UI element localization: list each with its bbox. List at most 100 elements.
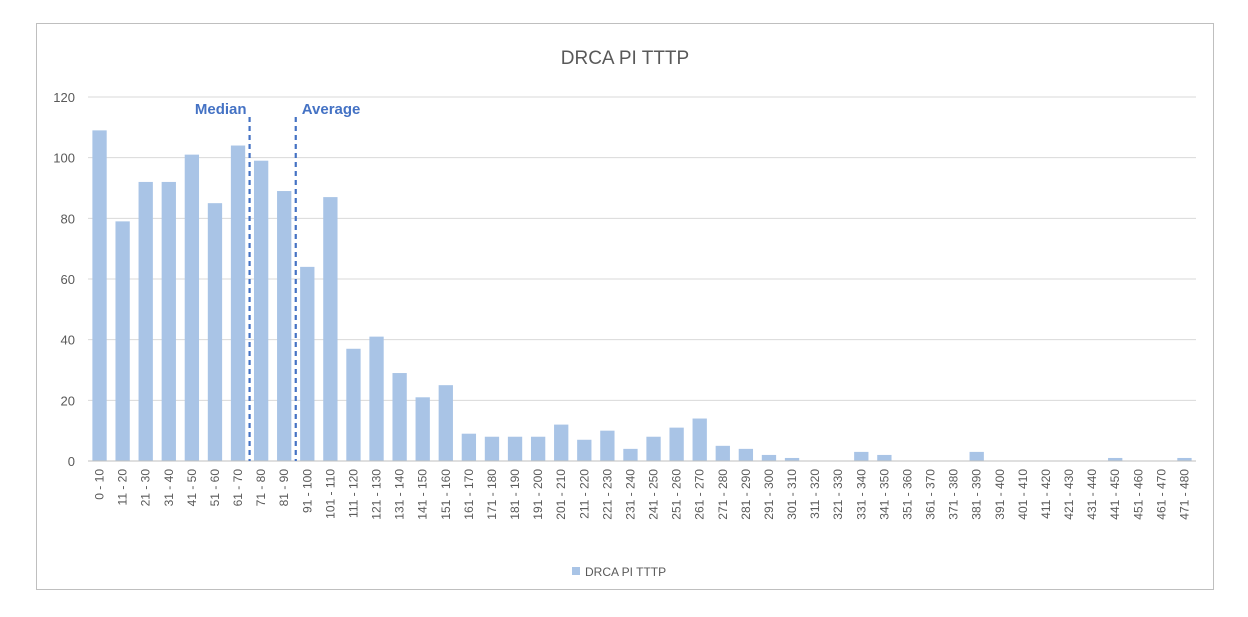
x-tick-label: 361 - 370 — [924, 469, 938, 520]
bar-381-390 — [969, 451, 984, 461]
x-tick-label: 61 - 70 — [231, 469, 245, 507]
bar-291-300 — [761, 454, 777, 461]
x-tick-label: 171 - 180 — [485, 469, 499, 520]
bar-151-160 — [438, 385, 453, 461]
x-tick-label: 231 - 240 — [623, 469, 637, 520]
x-tick-label: 461 - 470 — [1154, 469, 1168, 520]
bar-221-230 — [600, 430, 615, 461]
x-tick-label: 11 - 20 — [116, 469, 130, 506]
x-tick-label: 401 - 410 — [1016, 469, 1030, 520]
x-tick-label: 471 - 480 — [1177, 469, 1191, 520]
bar-131-140 — [392, 373, 407, 461]
x-tick-label: 421 - 430 — [1062, 469, 1076, 520]
bar-281-290 — [738, 448, 754, 461]
x-axis-ticks: 0 - 10 11 - 20 21 - 30 31 - 40 41 - 50 51 - 6… — [93, 469, 1192, 520]
bar-301-310 — [784, 457, 800, 461]
x-tick-label: 391 - 400 — [993, 469, 1007, 520]
x-tick-label: 411 - 420 — [1039, 469, 1053, 519]
bar-231-240 — [623, 448, 638, 461]
bar-71-80 — [253, 160, 269, 461]
x-tick-label: 0 - 10 — [93, 469, 107, 500]
bar-181-190 — [507, 436, 523, 461]
x-tick-label: 281 - 290 — [739, 469, 753, 520]
x-tick-label: 51 - 60 — [208, 469, 222, 507]
bar-81-90 — [277, 191, 292, 462]
median-label: Median — [195, 101, 247, 118]
bar-41-50 — [184, 154, 200, 461]
bar-261-270 — [692, 418, 707, 461]
chart-title: DRCA PI TTTP — [561, 48, 689, 69]
x-tick-label: 261 - 270 — [693, 469, 707, 520]
bar-161-170 — [461, 433, 477, 461]
y-tick-label: 80 — [61, 211, 75, 226]
bar-141-150 — [415, 397, 430, 461]
bar-471-480 — [1177, 457, 1192, 461]
x-tick-label: 31 - 40 — [162, 469, 176, 507]
bar-331-340 — [854, 451, 869, 461]
x-tick-label: 91 - 100 — [300, 469, 314, 513]
bar-441-450 — [1108, 457, 1123, 461]
bar-91-100 — [300, 266, 315, 461]
bar-0-10 — [92, 130, 107, 461]
legend-swatch — [572, 567, 580, 575]
x-tick-label: 271 - 280 — [716, 469, 730, 520]
bar-201-210 — [554, 424, 569, 461]
bar-241-250 — [646, 436, 661, 461]
x-tick-label: 221 - 230 — [600, 469, 614, 520]
x-tick-label: 201 - 210 — [554, 469, 568, 520]
annotations: Median Average — [195, 101, 360, 461]
x-tick-label: 241 - 250 — [647, 469, 661, 520]
y-tick-label: 120 — [53, 90, 75, 105]
x-tick-label: 41 - 50 — [185, 469, 199, 507]
legend: DRCA PI TTTP — [572, 565, 666, 579]
x-tick-label: 71 - 80 — [254, 469, 268, 507]
x-tick-label: 301 - 310 — [785, 469, 799, 520]
bar-51-60 — [207, 203, 223, 461]
x-tick-label: 101 - 110 — [323, 469, 337, 519]
x-tick-label: 141 - 150 — [416, 469, 430, 520]
x-tick-label: 161 - 170 — [462, 469, 476, 520]
bar-251-260 — [669, 427, 684, 461]
x-tick-label: 131 - 140 — [393, 469, 407, 520]
bars — [92, 130, 1192, 462]
y-tick-label: 0 — [68, 454, 75, 469]
bar-121-130 — [369, 336, 384, 461]
x-tick-label: 251 - 260 — [670, 469, 684, 520]
bar-271-280 — [715, 445, 730, 461]
y-tick-label: 20 — [61, 393, 75, 408]
bar-171-180 — [484, 436, 500, 461]
x-tick-label: 111 - 120 — [346, 469, 360, 518]
x-tick-label: 371 - 380 — [947, 469, 961, 520]
x-tick-label: 451 - 460 — [1131, 469, 1145, 520]
y-axis-ticks: 0 20 40 60 80 100 120 — [53, 90, 75, 469]
y-tick-label: 100 — [53, 151, 75, 166]
bar-61-70 — [230, 145, 246, 462]
x-tick-label: 341 - 350 — [877, 469, 891, 520]
x-tick-label: 151 - 160 — [439, 469, 453, 520]
gridlines — [88, 96, 1196, 401]
x-tick-label: 311 - 320 — [808, 469, 822, 519]
bar-101-110 — [323, 197, 338, 461]
x-tick-label: 331 - 340 — [854, 469, 868, 520]
x-tick-label: 381 - 390 — [970, 469, 984, 520]
bar-191-200 — [530, 436, 546, 461]
bar-111-120 — [346, 348, 361, 461]
x-tick-label: 211 - 220 — [577, 469, 591, 519]
x-tick-label: 181 - 190 — [508, 469, 522, 520]
y-tick-label: 60 — [61, 272, 75, 287]
bar-21-30 — [138, 181, 153, 461]
x-tick-label: 291 - 300 — [762, 469, 776, 520]
x-tick-label: 81 - 90 — [277, 469, 291, 507]
bar-211-220 — [577, 439, 592, 461]
y-tick-label: 40 — [61, 333, 75, 348]
legend-label: DRCA PI TTTP — [585, 565, 666, 579]
x-tick-label: 351 - 360 — [900, 469, 914, 520]
bar-31-40 — [161, 181, 176, 461]
bar-341-350 — [877, 454, 892, 461]
bar-11-20 — [115, 221, 130, 461]
x-tick-label: 121 - 130 — [370, 469, 384, 520]
x-tick-label: 431 - 440 — [1085, 469, 1099, 520]
x-tick-label: 191 - 200 — [531, 469, 545, 520]
x-tick-label: 441 - 450 — [1108, 469, 1122, 520]
